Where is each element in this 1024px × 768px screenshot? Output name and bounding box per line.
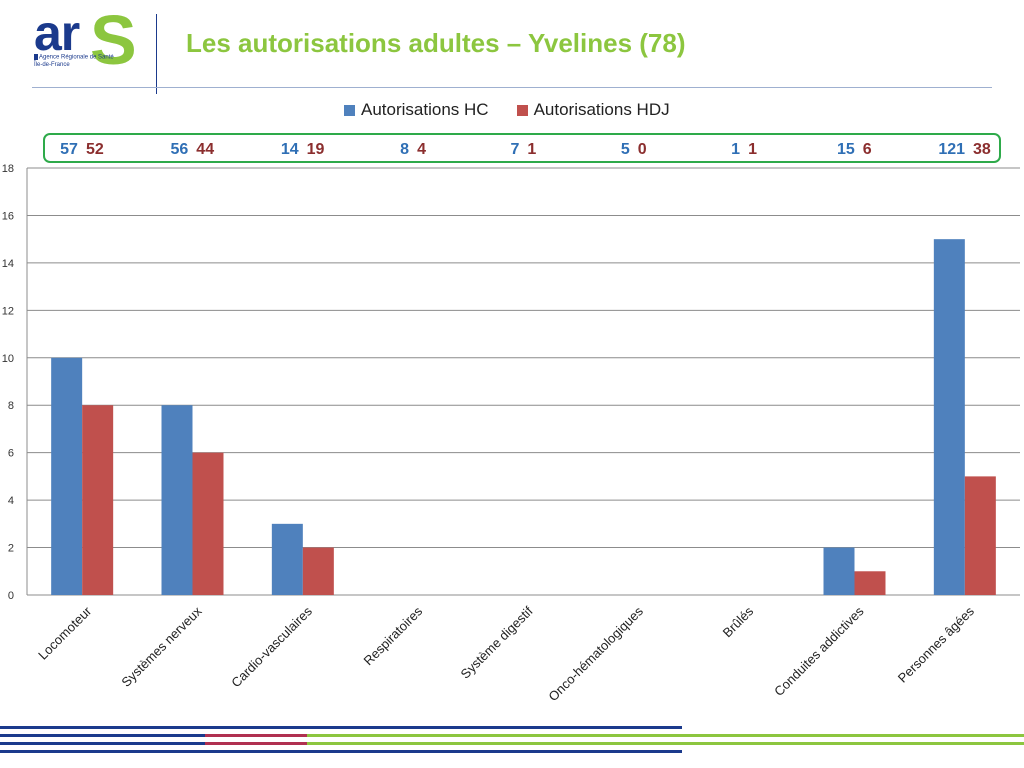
footer-stripe (682, 742, 1024, 745)
x-tick-label: Cardio-vasculaires (228, 603, 315, 690)
bar-hdj (192, 452, 224, 595)
legend-swatch-hc (344, 104, 355, 116)
count-hc: 14 (280, 141, 299, 158)
bar-hc (161, 405, 193, 595)
count-pair: 15 6 (837, 141, 872, 159)
bar-hdj (82, 405, 114, 595)
count-hc: 5 (620, 141, 630, 158)
y-tick-label: 2 (8, 543, 14, 555)
legend-item-hdj: Autorisations HDJ (516, 100, 670, 120)
flag-icon (34, 54, 38, 60)
logo-mark-s: S (90, 1, 137, 79)
count-hc: 8 (400, 141, 410, 158)
count-hc: 57 (60, 141, 78, 158)
x-tick-label: Respiratoires (361, 603, 426, 668)
y-tick-label: 6 (8, 448, 14, 460)
bar-chart: 0 2 4 6 8 10 12 14 16 18 Locomoteur Systèmes nerveu… (2, 163, 1020, 704)
legend-item-hc: Autorisations HC (344, 100, 489, 120)
count-hdj: 1 (527, 141, 537, 158)
count-pair: 121 38 (938, 141, 991, 159)
count-hc: 121 (938, 141, 966, 158)
x-tick-label: Brûlés (720, 603, 757, 640)
footer-stripe (0, 734, 205, 737)
x-tick-label: Systèmes nerveux (118, 603, 205, 690)
logo-line1: Agence Régionale de Santé (39, 54, 114, 61)
count-hdj: 38 (973, 141, 991, 158)
count-hc: 56 (170, 141, 189, 158)
count-hdj: 4 (417, 141, 426, 158)
bar-hdj (302, 547, 334, 595)
footer-stripe (0, 726, 682, 729)
bar-hc (823, 547, 855, 595)
y-tick-label: 0 (8, 590, 14, 602)
bar-hdj (854, 571, 886, 595)
chart-legend: Autorisations HC Autorisations HDJ (344, 100, 670, 120)
count-pair: 56 44 (171, 141, 215, 159)
logo-line2: Île-de-France (34, 61, 70, 68)
legend-swatch-hdj (516, 104, 528, 116)
logo-mark: ar (34, 5, 80, 61)
x-tick-label: Personnes âgées (895, 603, 978, 686)
count-hdj: 0 (637, 141, 647, 158)
count-pair: 14 19 (281, 141, 325, 159)
y-tick-label: 8 (8, 400, 14, 412)
footer-stripe (205, 734, 307, 737)
legend-label-hc: Autorisations HC (361, 100, 489, 119)
count-pair: 57 52 (60, 141, 104, 159)
count-hc: 1 (731, 141, 741, 158)
bar-hdj (964, 476, 996, 595)
logo-subtitle: Agence Régionale de Santé Île-de-France (34, 54, 114, 69)
y-tick-label: 12 (2, 305, 14, 317)
bar-hc (51, 357, 83, 595)
y-tick-label: 14 (2, 258, 14, 270)
header-vertical-divider (156, 14, 157, 94)
y-tick-label: 18 (2, 163, 14, 175)
count-hc: 7 (510, 141, 520, 158)
count-hdj: 1 (748, 141, 757, 158)
count-hdj: 44 (196, 141, 215, 158)
header-horizontal-divider (32, 87, 992, 88)
x-tick-label: Locomoteur (35, 603, 95, 663)
footer-stripe (0, 742, 205, 745)
count-hc: 15 (837, 141, 855, 158)
footer-stripe (682, 734, 1024, 737)
bar-hc (271, 523, 303, 595)
x-tick-label: Conduites addictives (771, 603, 867, 699)
x-tick-label: Onco-hématologiques (545, 603, 646, 704)
y-tick-label: 16 (2, 210, 14, 222)
footer-stripe (307, 742, 682, 745)
x-tick-label: Système digestif (458, 603, 536, 681)
count-hdj: 19 (306, 141, 325, 158)
footer-stripe (205, 742, 307, 745)
summary-counts-box (43, 133, 1001, 163)
page-title: Les autorisations adultes – Yvelines (78… (186, 28, 686, 58)
legend-label-hdj: Autorisations HDJ (533, 100, 670, 119)
footer-stripe (307, 734, 682, 737)
count-hdj: 52 (85, 141, 104, 158)
y-tick-label: 10 (2, 353, 14, 365)
ars-logo: ar S Agence Régionale de Santé Île-de-Fr… (28, 1, 148, 79)
y-tick-label: 4 (8, 495, 14, 507)
bar-hc (933, 239, 965, 595)
footer-stripe (0, 750, 682, 753)
footer-stripes (0, 726, 1024, 756)
count-hdj: 6 (862, 141, 872, 158)
